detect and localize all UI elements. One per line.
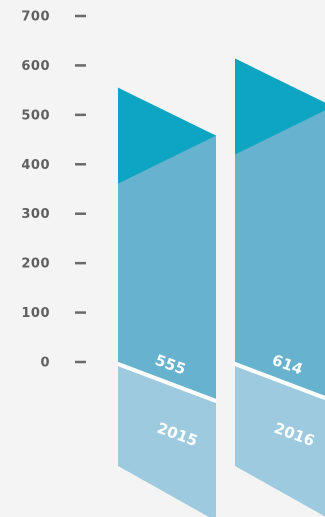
y-tick-mark [75,14,86,18]
bar-divider [117,362,217,403]
y-tick-mark [75,311,86,314]
y-tick-label: 500 [21,108,50,123]
y-tick-label: 100 [21,306,50,321]
bar-divider [234,362,325,401]
bar-top-cap [235,58,325,155]
y-tick-mark [75,360,86,364]
y-tick-mark [75,163,86,166]
y-tick-mark [75,113,86,117]
bar-base-segment [235,366,325,517]
bar-base-segment [118,366,216,517]
y-tick-label: 700 [21,10,50,25]
y-tick-label: 300 [21,207,50,222]
y-tick-label: 200 [21,257,50,272]
y-axis: 0 100 200 300 400 500 600 700 [21,10,86,371]
y-tick-mark [75,212,86,215]
y-tick-label: 600 [21,59,50,74]
y-tick-mark [75,261,86,265]
y-tick-label: 0 [40,356,50,371]
y-tick-label: 400 [21,158,50,173]
y-tick-mark [75,64,86,67]
bar-top-cap [118,87,216,184]
